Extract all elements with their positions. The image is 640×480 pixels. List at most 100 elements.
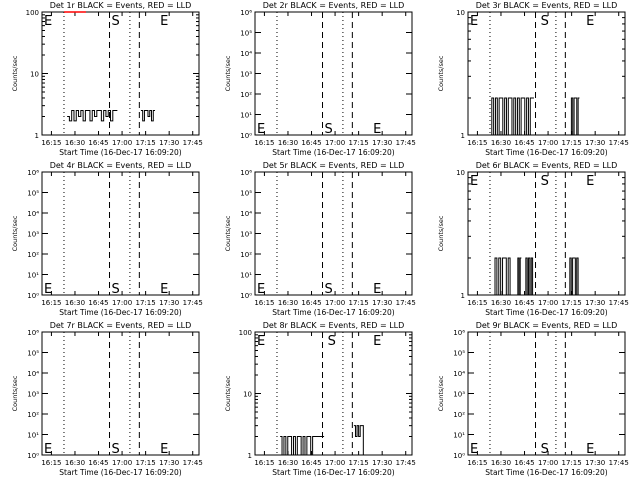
y-tick-label: 10⁵ xyxy=(27,350,39,358)
marker-s: S xyxy=(541,442,549,457)
y-axis-label: Counts/sec xyxy=(437,55,445,91)
y-axis-label: Counts/sec xyxy=(11,55,19,91)
x-axis-label: Start Time (16-Dec-17 16:09:20) xyxy=(59,148,181,157)
y-axis-label: Counts/sec xyxy=(11,375,19,411)
x-tick-label: 16:15 xyxy=(467,299,487,307)
panel-title: Det 1r BLACK = Events, RED = LLD xyxy=(50,1,192,10)
y-tick-label: 10⁴ xyxy=(240,210,252,218)
panel-title: Det 2r BLACK = Events, RED = LLD xyxy=(263,1,405,10)
x-tick-label: 17:00 xyxy=(325,459,345,467)
x-tick-label: 17:00 xyxy=(112,459,132,467)
x-tick-label: 17:30 xyxy=(372,299,392,307)
y-tick-label: 10³ xyxy=(240,71,252,79)
y-tick-label: 10¹ xyxy=(240,272,252,280)
y-axis-label: Counts/sec xyxy=(224,55,232,91)
y-tick-label: 10⁵ xyxy=(453,350,465,358)
x-tick-label: 17:00 xyxy=(325,299,345,307)
y-tick-label: 10⁰ xyxy=(240,292,252,300)
x-tick-label: 16:45 xyxy=(301,299,321,307)
panel-8: Det 8r BLACK = Events, RED = LLD 16:15 16:… xyxy=(224,321,416,477)
marker-s: S xyxy=(325,282,333,297)
y-tick-label: 1 xyxy=(35,132,39,140)
y-tick-label: 10 xyxy=(30,71,39,79)
x-tick-label: 16:30 xyxy=(65,299,85,307)
panel-6: Det 6r BLACK = Events, RED = LLD 16:15 16:… xyxy=(437,161,629,317)
y-tick-label: 10⁵ xyxy=(27,190,39,198)
panel-title: Det 6r BLACK = Events, RED = LLD xyxy=(476,161,618,170)
x-tick-label: 17:30 xyxy=(159,299,179,307)
plot-frame xyxy=(467,11,626,136)
y-tick-label: 10⁰ xyxy=(27,452,39,460)
x-tick-label: 17:15 xyxy=(136,459,156,467)
series-0-segment-1 xyxy=(140,110,156,122)
panel-title: Det 5r BLACK = Events, RED = LLD xyxy=(263,161,405,170)
x-tick-label: 17:00 xyxy=(325,139,345,147)
plot-frame xyxy=(41,331,200,456)
series-0-segment-3 xyxy=(568,257,580,296)
y-tick-label: 10² xyxy=(453,411,465,419)
x-tick-label: 16:15 xyxy=(254,139,274,147)
y-tick-label: 10² xyxy=(240,251,252,259)
x-tick-label: 17:30 xyxy=(159,459,179,467)
y-tick-label: 10⁴ xyxy=(453,370,465,378)
marker-e: E xyxy=(160,282,168,297)
x-tick-label: 16:15 xyxy=(467,139,487,147)
x-tick-label: 16:30 xyxy=(491,139,511,147)
y-tick-label: 10⁶ xyxy=(27,169,39,177)
y-axis-label: Counts/sec xyxy=(437,375,445,411)
x-tick-label: 16:30 xyxy=(278,139,298,147)
y-tick-label: 10³ xyxy=(453,391,465,399)
marker-e: E xyxy=(44,282,52,297)
x-axis-label: Start Time (16-Dec-17 16:09:20) xyxy=(485,148,607,157)
y-tick-label: 10¹ xyxy=(453,432,465,440)
marker-s: S xyxy=(541,14,549,29)
y-tick-label: 10² xyxy=(27,251,39,259)
y-axis-label: Counts/sec xyxy=(437,215,445,251)
plot-frame xyxy=(467,171,626,296)
marker-e: E xyxy=(44,14,52,29)
y-tick-label: 10¹ xyxy=(240,112,252,120)
x-tick-label: 16:30 xyxy=(65,459,85,467)
x-tick-label: 17:15 xyxy=(136,299,156,307)
marker-e: E xyxy=(586,442,594,457)
marker-e: E xyxy=(257,282,265,297)
x-tick-label: 17:00 xyxy=(112,139,132,147)
y-tick-label: 10³ xyxy=(240,231,252,239)
marker-e: E xyxy=(373,122,381,137)
x-tick-label: 17:30 xyxy=(372,139,392,147)
x-tick-label: 17:00 xyxy=(112,299,132,307)
y-tick-label: 10⁰ xyxy=(453,452,465,460)
y-tick-label: 1 xyxy=(248,452,252,460)
y-tick-label: 10 xyxy=(456,9,465,17)
y-tick-label: 10⁴ xyxy=(27,370,39,378)
series-0-segment-0 xyxy=(489,97,534,136)
y-axis-label: Counts/sec xyxy=(11,215,19,251)
x-tick-label: 16:15 xyxy=(254,459,274,467)
marker-e: E xyxy=(470,14,478,29)
x-tick-label: 17:45 xyxy=(183,299,203,307)
marker-s: S xyxy=(541,174,549,189)
y-tick-label: 10⁰ xyxy=(27,292,39,300)
x-axis-label: Start Time (16-Dec-17 16:09:20) xyxy=(59,468,181,477)
x-tick-label: 16:45 xyxy=(88,139,108,147)
x-tick-label: 17:00 xyxy=(538,139,558,147)
marker-e: E xyxy=(586,174,594,189)
panel-title: Det 4r BLACK = Events, RED = LLD xyxy=(50,161,192,170)
x-tick-label: 16:45 xyxy=(301,139,321,147)
y-tick-label: 10⁴ xyxy=(27,210,39,218)
x-tick-label: 17:30 xyxy=(585,459,605,467)
y-tick-label: 10⁶ xyxy=(240,9,252,17)
x-axis-label: Start Time (16-Dec-17 16:09:20) xyxy=(485,468,607,477)
y-tick-label: 10³ xyxy=(27,391,39,399)
x-tick-label: 16:30 xyxy=(491,459,511,467)
y-tick-label: 100 xyxy=(239,329,252,337)
x-tick-label: 17:00 xyxy=(538,459,558,467)
marker-s: S xyxy=(325,122,333,137)
y-tick-label: 10 xyxy=(456,169,465,177)
x-tick-label: 17:15 xyxy=(136,139,156,147)
x-tick-label: 16:45 xyxy=(88,299,108,307)
plot-frame xyxy=(467,331,626,456)
y-tick-label: 10² xyxy=(240,91,252,99)
marker-e: E xyxy=(257,334,265,349)
